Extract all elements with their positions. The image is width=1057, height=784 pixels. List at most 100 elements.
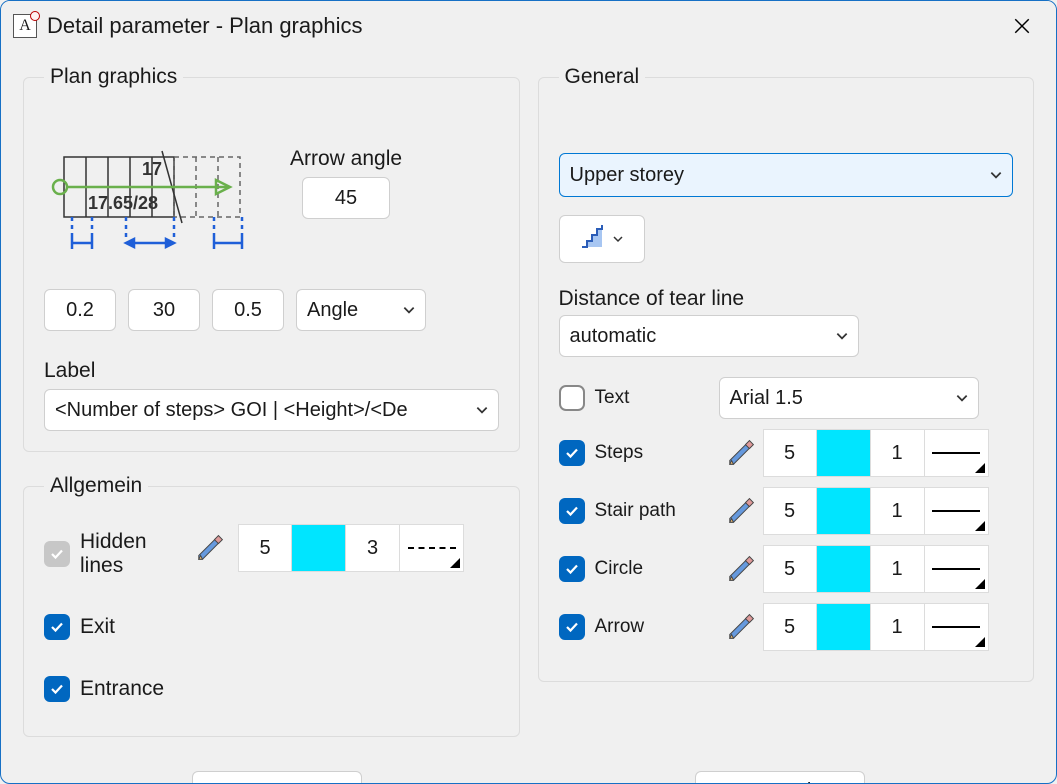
- steps-n2-input[interactable]: 1: [871, 429, 925, 477]
- plan-graphics-group: Plan graphics: [23, 65, 520, 452]
- edit-hidden-lines-button[interactable]: [192, 530, 228, 566]
- arrow-angle-group: Arrow angle 45: [290, 147, 402, 219]
- edit-stairpath-button[interactable]: [723, 493, 759, 529]
- stairpath-n1-input[interactable]: 5: [763, 487, 817, 535]
- checked-icon: [44, 541, 70, 567]
- stair-style-button[interactable]: [559, 215, 645, 263]
- app-icon: A: [13, 14, 37, 38]
- spacing-row: 0.2 30 0.5 Angle: [44, 289, 499, 331]
- arrow-pattern-select[interactable]: [925, 603, 989, 651]
- hidden-lines-color-swatch[interactable]: [292, 524, 346, 572]
- label-title: Label: [44, 359, 499, 383]
- close-button[interactable]: [1000, 6, 1044, 46]
- stairpath-label: Stair path: [595, 500, 676, 522]
- circle-label: Circle: [595, 558, 644, 580]
- steps-n1-input[interactable]: 5: [763, 429, 817, 477]
- solid-line-icon: [932, 568, 980, 570]
- right-column: General Upper storey Distance of tear li…: [538, 65, 1035, 759]
- mode-select[interactable]: Angle: [296, 289, 426, 331]
- arrow-n2-input[interactable]: 1: [871, 603, 925, 651]
- allgemein-group: Allgemein Hiddenlines Exit: [23, 474, 520, 737]
- steps-checkbox[interactable]: [559, 440, 585, 466]
- arrow-angle-label: Arrow angle: [290, 147, 402, 171]
- label-select[interactable]: <Number of steps> GOI | <Height>/<De: [44, 389, 499, 431]
- cancel-button[interactable]: Cancel: [695, 771, 865, 784]
- hidden-lines-width-input[interactable]: 3: [346, 524, 400, 572]
- hidden-lines-pattern-select[interactable]: [400, 524, 464, 572]
- spacing-3-input[interactable]: 0.5: [212, 289, 284, 331]
- mode-select-value: Angle: [307, 299, 358, 322]
- circle-pattern-select[interactable]: [925, 545, 989, 593]
- edit-arrow-button[interactable]: [723, 609, 759, 645]
- hidden-lines-label: Hiddenlines: [80, 530, 147, 578]
- solid-line-icon: [932, 452, 980, 454]
- general-rows: Steps 5 1 Stair path: [559, 429, 1014, 651]
- steps-pattern-select[interactable]: [925, 429, 989, 477]
- solid-line-icon: [932, 510, 980, 512]
- stairpath-pattern-select[interactable]: [925, 487, 989, 535]
- entrance-label: Entrance: [80, 677, 164, 701]
- circle-n2-input[interactable]: 1: [871, 545, 925, 593]
- solid-line-icon: [932, 626, 980, 628]
- pencil-icon: [195, 533, 225, 563]
- dropdown-triangle-icon: [450, 558, 460, 568]
- steps-label: Steps: [595, 442, 644, 464]
- spacing-1-input[interactable]: 0.2: [44, 289, 116, 331]
- plan-graphics-legend: Plan graphics: [44, 65, 183, 89]
- text-label: Text: [595, 387, 630, 409]
- text-row: Text Arial 1.5: [559, 377, 1014, 419]
- circle-checkbox[interactable]: [559, 556, 585, 582]
- font-select[interactable]: Arial 1.5: [719, 377, 979, 419]
- ok-button[interactable]: OK: [192, 771, 362, 784]
- circle-row: Circle 5 1: [559, 545, 1014, 593]
- stairpath-color-swatch[interactable]: [817, 487, 871, 535]
- dropdown-triangle-icon: [975, 579, 985, 589]
- circle-props: 5 1: [763, 545, 989, 593]
- edit-steps-button[interactable]: [723, 435, 759, 471]
- pencil-icon: [726, 438, 756, 468]
- arrow-props: 5 1: [763, 603, 989, 651]
- spacing-2-input[interactable]: 30: [128, 289, 200, 331]
- stair-icon: [580, 223, 606, 255]
- dialog-window: A Detail parameter - Plan graphics Plan …: [0, 0, 1057, 784]
- font-select-value: Arial 1.5: [730, 387, 803, 410]
- edit-circle-button[interactable]: [723, 551, 759, 587]
- steps-row: Steps 5 1: [559, 429, 1014, 477]
- distance-select[interactable]: automatic: [559, 315, 859, 357]
- stairpath-props: 5 1: [763, 487, 989, 535]
- checked-icon: [44, 614, 70, 640]
- storey-select-value: Upper storey: [570, 164, 685, 187]
- hidden-lines-num-input[interactable]: 5: [238, 524, 292, 572]
- arrow-angle-value: 45: [335, 187, 357, 210]
- pencil-icon: [726, 496, 756, 526]
- arrow-n1-input[interactable]: 5: [763, 603, 817, 651]
- text-checkbox[interactable]: [559, 385, 585, 411]
- checked-icon: [44, 676, 70, 702]
- entrance-checkbox[interactable]: Entrance: [44, 676, 164, 702]
- arrow-angle-input[interactable]: 45: [302, 177, 390, 219]
- titlebar: A Detail parameter - Plan graphics: [1, 1, 1056, 51]
- arrow-row: Arrow 5 1: [559, 603, 1014, 651]
- exit-checkbox[interactable]: Exit: [44, 614, 164, 640]
- preview-area: 17 17.65/28: [44, 147, 499, 267]
- pencil-icon: [726, 612, 756, 642]
- hidden-lines-checkbox[interactable]: Hiddenlines: [44, 530, 164, 578]
- pencil-icon: [726, 554, 756, 584]
- preview-topnum: 17: [142, 159, 162, 179]
- circle-n1-input[interactable]: 5: [763, 545, 817, 593]
- distance-select-value: automatic: [570, 325, 657, 348]
- dropdown-triangle-icon: [975, 637, 985, 647]
- arrow-checkbox[interactable]: [559, 614, 585, 640]
- stairpath-checkbox[interactable]: [559, 498, 585, 524]
- arrow-label: Arrow: [595, 616, 645, 638]
- label-select-value: <Number of steps> GOI | <Height>/<De: [55, 399, 408, 422]
- close-icon: [1013, 17, 1031, 35]
- storey-select[interactable]: Upper storey: [559, 153, 1014, 197]
- stairpath-n2-input[interactable]: 1: [871, 487, 925, 535]
- circle-color-swatch[interactable]: [817, 545, 871, 593]
- steps-color-swatch[interactable]: [817, 429, 871, 477]
- dropdown-triangle-icon: [975, 521, 985, 531]
- window-title: Detail parameter - Plan graphics: [47, 13, 362, 39]
- arrow-color-swatch[interactable]: [817, 603, 871, 651]
- stairpath-row: Stair path 5 1: [559, 487, 1014, 535]
